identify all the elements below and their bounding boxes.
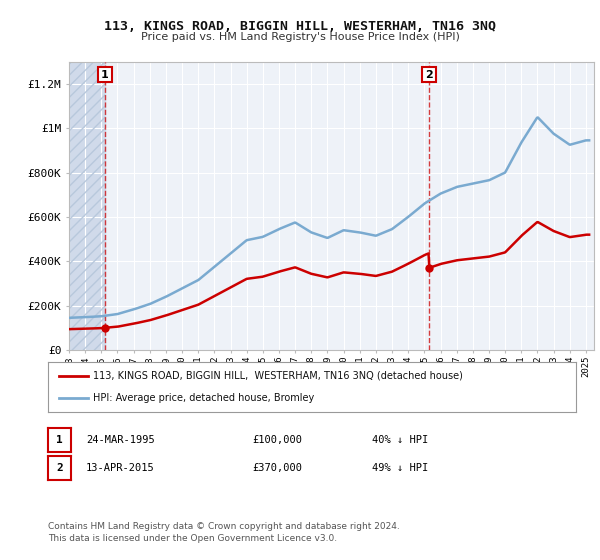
Text: 2: 2	[56, 463, 63, 473]
Text: 24-MAR-1995: 24-MAR-1995	[86, 435, 155, 445]
Text: 40% ↓ HPI: 40% ↓ HPI	[372, 435, 428, 445]
Text: 13-APR-2015: 13-APR-2015	[86, 463, 155, 473]
Text: Price paid vs. HM Land Registry's House Price Index (HPI): Price paid vs. HM Land Registry's House …	[140, 32, 460, 43]
Text: £370,000: £370,000	[252, 463, 302, 473]
Bar	[69, 62, 105, 350]
Text: 2: 2	[425, 69, 433, 80]
Text: Contains HM Land Registry data © Crown copyright and database right 2024.
This d: Contains HM Land Registry data © Crown c…	[48, 522, 400, 543]
Text: 1: 1	[101, 69, 109, 80]
Text: £100,000: £100,000	[252, 435, 302, 445]
Text: 113, KINGS ROAD, BIGGIN HILL,  WESTERHAM, TN16 3NQ (detached house): 113, KINGS ROAD, BIGGIN HILL, WESTERHAM,…	[93, 371, 463, 381]
Text: HPI: Average price, detached house, Bromley: HPI: Average price, detached house, Brom…	[93, 393, 314, 403]
Text: 49% ↓ HPI: 49% ↓ HPI	[372, 463, 428, 473]
Text: 1: 1	[56, 435, 63, 445]
Text: 113, KINGS ROAD, BIGGIN HILL, WESTERHAM, TN16 3NQ: 113, KINGS ROAD, BIGGIN HILL, WESTERHAM,…	[104, 20, 496, 32]
Bar	[69, 62, 105, 350]
